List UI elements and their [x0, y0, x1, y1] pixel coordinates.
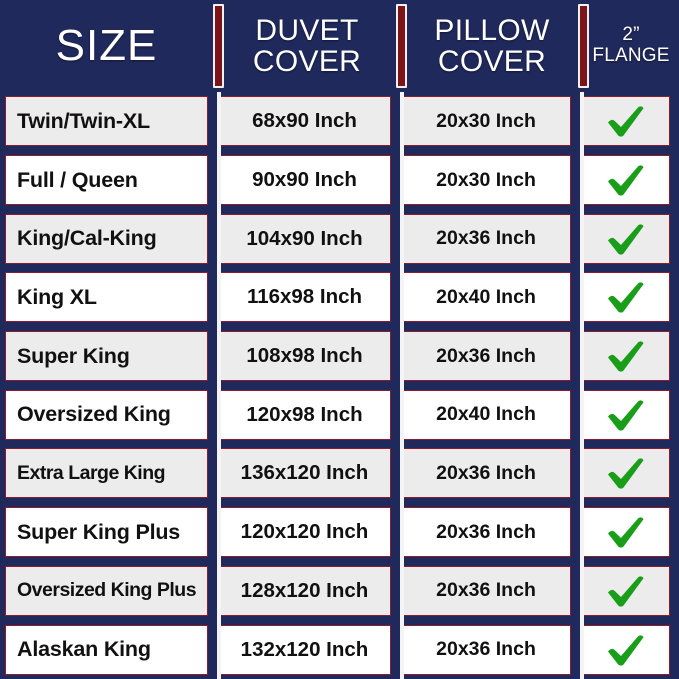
header-label-flange-line1: 2” [622, 24, 640, 46]
cell-size: Oversized King Plus [5, 565, 208, 616]
cell-duvet-cover: 116x98 Inch [218, 272, 391, 323]
check-icon [607, 458, 643, 490]
cell-pillow-cover: 20x36 Inch [401, 565, 571, 616]
check-icon [607, 576, 643, 607]
cell-size: Extra Large King [5, 448, 208, 499]
check-icon [607, 282, 643, 313]
cell-pillow-cover: 20x30 Inch [401, 155, 571, 206]
table-row: King XL 116x98 Inch 20x40 Inch [0, 268, 679, 327]
cell-flange [581, 565, 670, 616]
header-separator-2 [396, 4, 407, 88]
header-cell-flange: 2” FLANGE [583, 0, 679, 92]
check-icon [607, 634, 643, 666]
table-header: SIZE DUVET COVER PILLOW COVER 2” FLANGE [0, 0, 679, 92]
table-body: Twin/Twin-XL 68x90 Inch 20x30 Inch Full / Q… [0, 92, 679, 679]
check-icon [607, 165, 643, 196]
cell-duvet-cover: 120x120 Inch [218, 507, 391, 558]
header-label-duvet-cover: DUVET COVER [253, 15, 361, 77]
table-row: Twin/Twin-XL 68x90 Inch 20x30 Inch [0, 92, 679, 151]
cell-flange [581, 331, 670, 382]
cell-flange [581, 155, 670, 206]
cell-flange [581, 389, 670, 440]
table-row: King/Cal-King 104x90 Inch 20x36 Inch [0, 209, 679, 268]
cell-pillow-cover: 20x30 Inch [401, 96, 571, 147]
cell-duvet-cover: 104x90 Inch [218, 213, 391, 264]
cell-flange [581, 96, 670, 147]
header-label-pillow-line1: PILLOW [434, 13, 550, 47]
cell-size: King XL [5, 272, 208, 323]
header-separator-1 [213, 4, 224, 88]
header-separator-3 [578, 4, 589, 88]
header-label-pillow-cover: PILLOW COVER [434, 15, 549, 77]
cell-pillow-cover: 20x36 Inch [401, 507, 571, 558]
header-label-size: SIZE [55, 21, 158, 70]
header-label-pillow-line2: COVER [437, 45, 547, 78]
table-row: Oversized King Plus 128x120 Inch 20x36 Inc… [0, 562, 679, 621]
cell-size: Alaskan King [5, 624, 208, 675]
cell-pillow-cover: 20x40 Inch [401, 272, 571, 323]
cell-size: Oversized King [5, 389, 208, 440]
cell-flange [581, 507, 670, 558]
cell-duvet-cover: 136x120 Inch [218, 448, 391, 499]
header-label-flange: 2” FLANGE [592, 24, 670, 67]
cell-duvet-cover: 108x98 Inch [218, 331, 391, 382]
cell-flange [581, 272, 670, 323]
header-label-duvet-line2: COVER [252, 45, 362, 78]
table-row: Alaskan King 132x120 Inch 20x36 Inch [0, 620, 679, 679]
cell-duvet-cover: 68x90 Inch [218, 96, 391, 147]
table-row: Super King 108x98 Inch 20x36 Inch [0, 327, 679, 386]
cell-duvet-cover: 90x90 Inch [218, 155, 391, 206]
cell-size: Super King [5, 331, 208, 382]
cell-size: King/Cal-King [5, 213, 208, 264]
cell-pillow-cover: 20x36 Inch [401, 448, 571, 499]
column-divider-1 [217, 92, 221, 679]
check-icon [607, 400, 643, 431]
header-cell-size: SIZE [0, 0, 213, 92]
cell-size: Super King Plus [5, 507, 208, 558]
column-divider-3 [580, 92, 584, 679]
table-row: Oversized King 120x98 Inch 20x40 Inch [0, 385, 679, 444]
cell-pillow-cover: 20x36 Inch [401, 213, 571, 264]
header-label-flange-line2: FLANGE [592, 45, 670, 66]
cell-flange [581, 624, 670, 675]
cell-pillow-cover: 20x40 Inch [401, 389, 571, 440]
cell-size: Twin/Twin-XL [5, 96, 208, 147]
cell-pillow-cover: 20x36 Inch [401, 624, 571, 675]
header-cell-duvet-cover: DUVET COVER [213, 0, 401, 92]
table-row: Full / Queen 90x90 Inch 20x30 Inch [0, 151, 679, 210]
table-row: Super King Plus 120x120 Inch 20x36 Inch [0, 503, 679, 562]
cell-duvet-cover: 120x98 Inch [218, 389, 391, 440]
check-icon [607, 224, 643, 255]
column-divider-2 [400, 92, 404, 679]
check-icon [607, 106, 643, 137]
cell-flange [581, 448, 670, 499]
header-cell-pillow-cover: PILLOW COVER [401, 0, 583, 92]
check-icon [607, 341, 643, 372]
cell-flange [581, 213, 670, 264]
cell-size: Full / Queen [5, 155, 208, 206]
header-label-duvet-line1: DUVET [255, 13, 359, 47]
table-row: Extra Large King 136x120 Inch 20x36 Inch [0, 444, 679, 503]
check-icon [607, 517, 643, 548]
cell-duvet-cover: 132x120 Inch [218, 624, 391, 675]
cell-pillow-cover: 20x36 Inch [401, 331, 571, 382]
cell-duvet-cover: 128x120 Inch [218, 565, 391, 616]
